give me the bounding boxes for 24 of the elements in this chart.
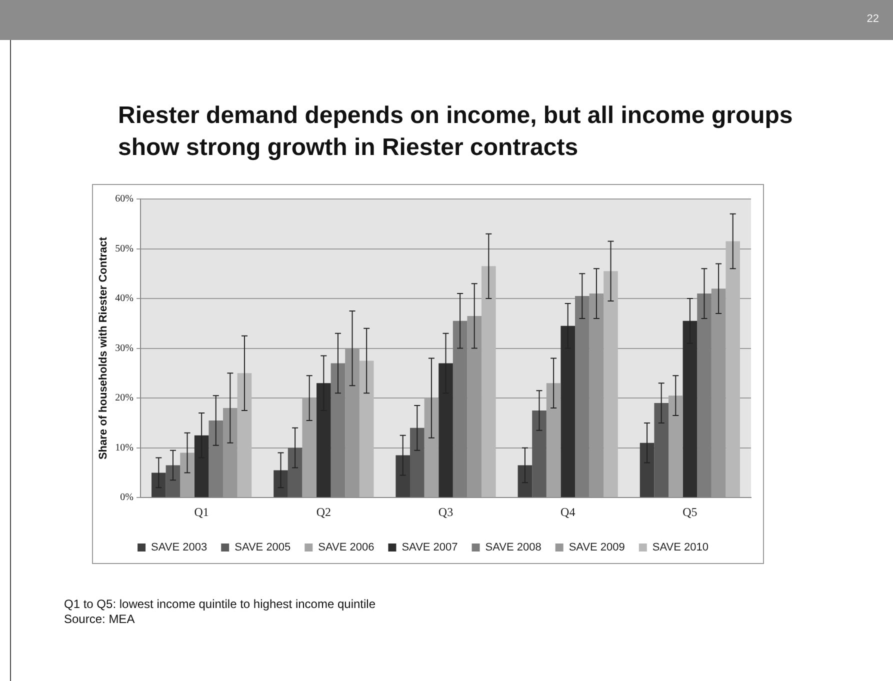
source-note: Source: MEA	[64, 612, 136, 627]
legend-label: SAVE 2003	[151, 542, 208, 554]
y-tick-label: 30%	[115, 342, 134, 354]
legend-label: SAVE 2010	[652, 542, 708, 554]
legend-label: SAVE 2007	[402, 542, 458, 554]
x-tick-label: Q5	[682, 504, 698, 519]
y-axis-title: Share of households with Riester Contract	[98, 236, 110, 460]
legend-label: SAVE 2006	[318, 542, 374, 554]
legend-label: SAVE 2008	[485, 542, 542, 554]
legend-label: SAVE 2005	[234, 542, 291, 554]
y-tick-label: 40%	[115, 293, 134, 304]
x-tick-label: Q1	[194, 504, 209, 519]
x-tick-label: Q3	[438, 504, 454, 519]
text: Q1 to Q5: lowest income quintile to highest income quintile	[64, 597, 376, 612]
chart-title: Riester demand depends on income, but all income groups show strong growth in Riester contracts	[118, 101, 794, 163]
x-tick-label: Q4	[560, 504, 576, 519]
y-tick-label: 20%	[115, 392, 134, 404]
y-tick-label: 0%	[120, 492, 134, 504]
y-tick-label: 60%	[115, 194, 134, 205]
y-tick-label: 50%	[115, 243, 134, 254]
legend-label: SAVE 2009	[568, 542, 625, 554]
text: 22	[866, 13, 879, 25]
x-tick-label: Q2	[316, 504, 332, 519]
y-tick-label: 10%	[115, 442, 134, 454]
